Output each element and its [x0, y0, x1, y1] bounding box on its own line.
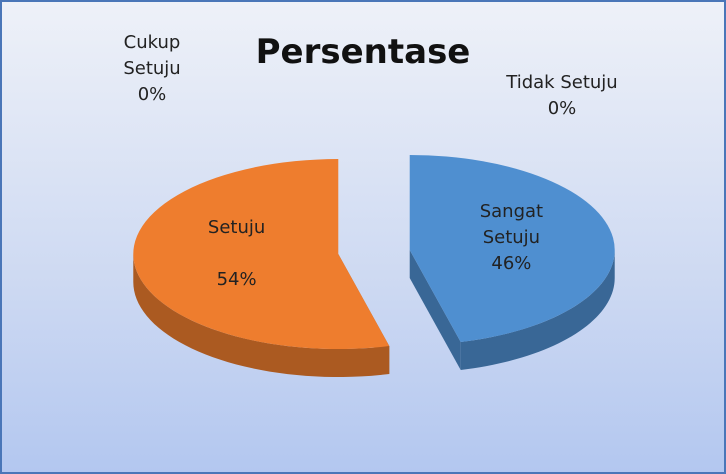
data-label-value: 0% — [547, 98, 577, 119]
data-label-value: 54% — [216, 268, 257, 290]
data-label-name: Tidak Setuju — [506, 72, 618, 93]
slice — [133, 159, 390, 350]
data-label-value: 46% — [491, 253, 532, 275]
slice — [409, 154, 615, 342]
slice-wall — [133, 254, 390, 378]
slice-side — [409, 249, 461, 370]
data-label-name: Sangat Setuju — [479, 201, 544, 249]
data-label-name: Setuju — [207, 216, 266, 238]
data-label-name: Cukup Setuju — [123, 32, 181, 79]
data-label-value: 0% — [137, 84, 167, 105]
chart-title: Persentase — [255, 32, 471, 72]
slice-wall — [460, 249, 615, 370]
